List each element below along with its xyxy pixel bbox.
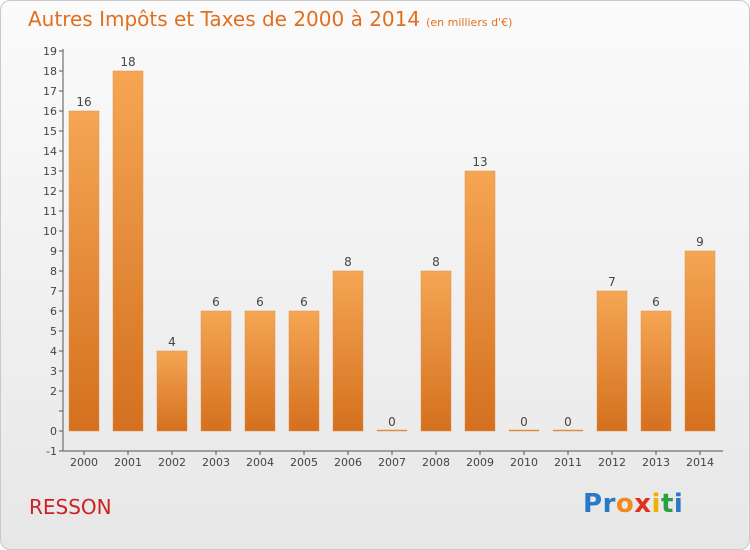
x-tick-label-2009: 2009 — [466, 456, 494, 469]
x-tick-label-2002: 2002 — [158, 456, 186, 469]
y-tick-label: 5 — [50, 325, 57, 338]
x-tick-label-2001: 2001 — [114, 456, 142, 469]
bar-2008 — [420, 270, 452, 432]
x-tick-label-2007: 2007 — [378, 456, 406, 469]
logo-letter: i — [651, 489, 661, 519]
proxiti-logo: Proxiti — [583, 489, 683, 519]
data-label-2014: 9 — [696, 235, 704, 249]
data-label-2000: 16 — [76, 95, 91, 109]
y-tick-label: 12 — [43, 185, 57, 198]
chart-title-text: Autres Impôts et Taxes de 2000 à 2014 — [28, 7, 421, 31]
bar-2005 — [288, 310, 320, 432]
y-tick-label: 9 — [50, 245, 57, 258]
data-label-2008: 8 — [432, 255, 440, 269]
data-label-2002: 4 — [168, 335, 176, 349]
commune-name: RESSON — [29, 495, 112, 519]
bar-2001 — [112, 70, 144, 432]
y-tick-label: 8 — [50, 265, 57, 278]
data-label-2010: 0 — [520, 415, 528, 429]
x-tick-label-2014: 2014 — [686, 456, 714, 469]
y-tick-label: 3 — [50, 365, 57, 378]
bar-2003 — [200, 310, 232, 432]
data-label-2006: 8 — [344, 255, 352, 269]
data-label-2005: 6 — [300, 295, 308, 309]
data-label-2001: 18 — [120, 55, 135, 69]
y-tick-label: 17 — [43, 85, 57, 98]
y-tick-label: 2 — [50, 385, 57, 398]
bar-2010 — [508, 429, 540, 432]
y-tick-label: 15 — [43, 125, 57, 138]
data-label-2013: 6 — [652, 295, 660, 309]
x-tick-label-2012: 2012 — [598, 456, 626, 469]
data-label-2009: 13 — [472, 155, 487, 169]
y-tick-label: 11 — [43, 205, 57, 218]
y-tick-label: 7 — [50, 285, 57, 298]
data-label-2007: 0 — [388, 415, 396, 429]
logo-letter: x — [634, 489, 652, 519]
data-label-2003: 6 — [212, 295, 220, 309]
bar-2012 — [596, 290, 628, 432]
data-label-2011: 0 — [564, 415, 572, 429]
logo-letter: t — [660, 489, 674, 519]
x-tick-label-2003: 2003 — [202, 456, 230, 469]
y-tick-label: 13 — [43, 165, 57, 178]
x-tick-label-2005: 2005 — [290, 456, 318, 469]
y-tick-label: -1 — [46, 445, 57, 458]
logo-letter: o — [615, 489, 635, 519]
y-tick-label: 16 — [43, 105, 57, 118]
x-tick-label-2010: 2010 — [510, 456, 538, 469]
y-tick-label: 0 — [50, 425, 57, 438]
y-tick-label: 10 — [43, 225, 57, 238]
x-tick-label-2013: 2013 — [642, 456, 670, 469]
chart-title: Autres Impôts et Taxes de 2000 à 2014 (en… — [28, 7, 512, 31]
logo-letter: i — [673, 489, 684, 519]
chart-subtitle: (en milliers d'€) — [426, 16, 513, 29]
y-tick-label: 18 — [43, 65, 57, 78]
logo-letter: P — [583, 489, 603, 519]
bar-2000 — [68, 110, 100, 432]
x-tick-label-2006: 2006 — [334, 456, 362, 469]
bar-2013 — [640, 310, 672, 432]
logo-letter: r — [602, 489, 616, 519]
data-label-2004: 6 — [256, 295, 264, 309]
y-tick-label: 14 — [43, 145, 57, 158]
bar-2009 — [464, 170, 496, 432]
y-tick-label: 6 — [50, 305, 57, 318]
x-tick-label-2011: 2011 — [554, 456, 582, 469]
bar-2004 — [244, 310, 276, 432]
bar-2002 — [156, 350, 188, 432]
data-label-2012: 7 — [608, 275, 616, 289]
x-tick-label-2008: 2008 — [422, 456, 450, 469]
bar-2014 — [684, 250, 716, 432]
bar-2006 — [332, 270, 364, 432]
y-tick-label: 4 — [50, 345, 57, 358]
y-tick-label: 19 — [43, 45, 57, 58]
x-tick-label-2004: 2004 — [246, 456, 274, 469]
x-tick-label-2000: 2000 — [70, 456, 98, 469]
bar-2011 — [552, 429, 584, 432]
bar-2007 — [376, 429, 408, 432]
